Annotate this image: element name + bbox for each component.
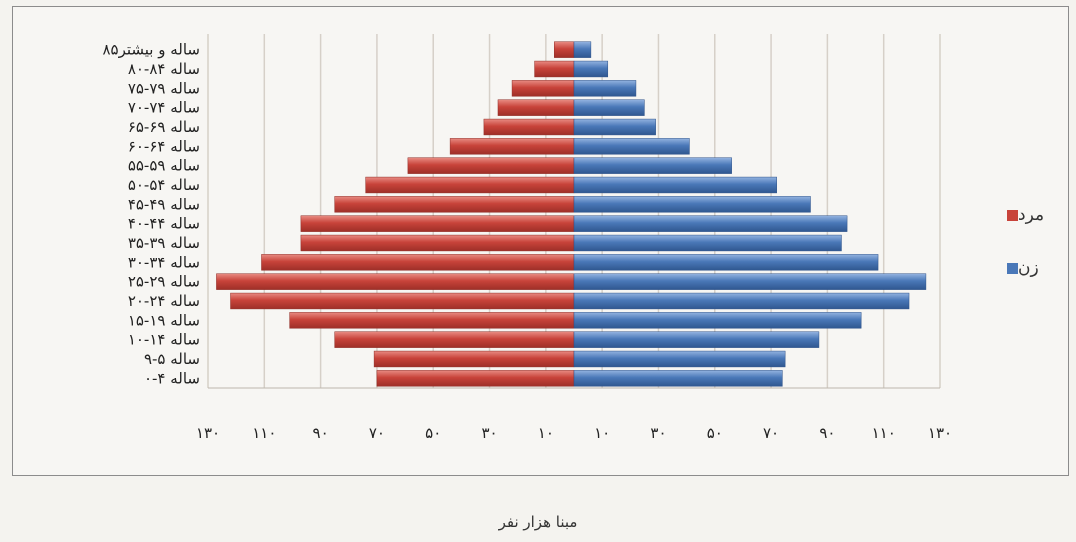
bar-male (334, 331, 575, 348)
x-axis-label: مبنا هزار نفر (498, 513, 578, 531)
category-label: ۵۰-۵۴ ساله (128, 176, 200, 194)
x-tick-label: ۵۰ (425, 424, 441, 442)
bar-female (573, 80, 637, 97)
legend-item-female: زن (1003, 258, 1039, 278)
category-label: ۳۵-۳۹ ساله (128, 234, 200, 252)
category-label: ۳۰-۳۴ ساله (128, 253, 200, 271)
bar-female (573, 234, 842, 252)
bar-female (573, 60, 609, 78)
category-label: ۷۵-۷۹ ساله (128, 79, 200, 97)
bar-female (573, 176, 777, 194)
bar-male (407, 157, 575, 174)
category-label: ۶۵-۶۹ ساله (128, 118, 200, 136)
bar-male (300, 234, 575, 252)
x-tick-label: ۵۰ (707, 424, 723, 442)
category-label: ۰-۴ ساله (144, 369, 200, 387)
legend-label-female: زن (1018, 258, 1039, 278)
category-label: ۸۵ساله و بیشتر (102, 41, 200, 59)
category-label: ۵۵-۵۹ ساله (128, 157, 200, 175)
bar-male (289, 312, 575, 329)
bar-male (300, 215, 575, 232)
x-tick-label: ۹۰ (313, 424, 329, 442)
bar-female (573, 157, 732, 174)
x-tick-label: ۱۰ (594, 424, 610, 442)
bar-male (373, 350, 575, 368)
category-label: ۸۰-۸۴ ساله (128, 60, 200, 78)
bar-male (261, 254, 575, 271)
legend-label-male: مرد (1018, 205, 1045, 225)
x-tick-label: ۹۰ (819, 424, 835, 442)
category-label: ۱۰-۱۴ ساله (128, 331, 200, 349)
x-tick-label: ۷۰ (369, 424, 385, 442)
bar-male (334, 196, 575, 213)
bar-female (573, 99, 645, 116)
bar-female (573, 370, 783, 387)
bar-female (573, 292, 910, 310)
x-tick-label: ۱۰ (538, 424, 554, 442)
category-label: ۹-۵ ساله (144, 350, 200, 368)
bar-female (573, 41, 592, 58)
bar-male (365, 176, 575, 194)
bar-female (573, 254, 879, 271)
bar-male (376, 370, 575, 387)
bar-male (216, 273, 575, 290)
bar-female (573, 312, 862, 329)
bar-male (483, 118, 575, 136)
category-label: ۴۰-۴۴ ساله (128, 215, 200, 233)
bar-male (497, 99, 575, 116)
bar-female (573, 138, 690, 155)
x-tick-label: ۱۳۰ (928, 424, 952, 442)
bar-male (230, 292, 575, 310)
bar-male (511, 80, 575, 97)
bar-female (573, 273, 927, 290)
bar-female (573, 215, 848, 232)
x-tick-label: ۷۰ (763, 424, 779, 442)
x-tick-label: ۳۰ (650, 424, 666, 442)
category-label: ۴۵-۴۹ ساله (128, 195, 200, 213)
bar-male (554, 41, 575, 58)
x-tick-label: ۱۳۰ (196, 424, 220, 442)
category-label: ۲۵-۲۹ ساله (128, 273, 200, 291)
bar-female (573, 350, 786, 368)
x-tick-label: ۱۱۰ (872, 424, 896, 442)
bar-male (449, 138, 575, 155)
bar-female (573, 118, 656, 136)
category-label: ۷۰-۷۴ ساله (128, 99, 200, 117)
category-label: ۶۰-۶۴ ساله (128, 137, 200, 155)
legend-swatch-male (1007, 209, 1018, 221)
x-tick-label: ۳۰ (481, 424, 497, 442)
bar-female (573, 331, 820, 348)
category-label: ۲۰-۲۴ ساله (128, 292, 200, 310)
bar-female (573, 196, 811, 213)
bar-male (534, 60, 575, 78)
legend-swatch-female (1007, 262, 1018, 274)
x-tick-label: ۱۱۰ (252, 424, 276, 442)
legend-item-male: مرد (1003, 205, 1044, 225)
category-label: ۱۵-۱۹ ساله (128, 311, 200, 329)
